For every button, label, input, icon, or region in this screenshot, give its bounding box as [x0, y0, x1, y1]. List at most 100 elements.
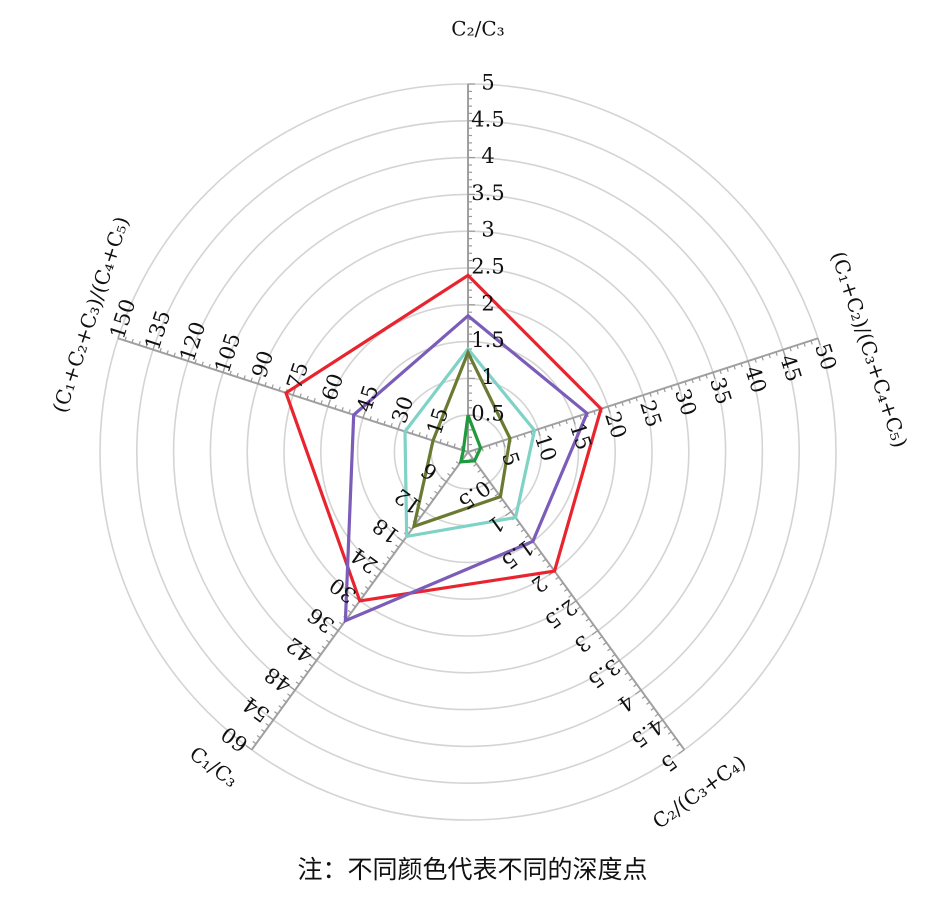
tick-label: 75 [282, 359, 313, 392]
tick-label: 0.5 [471, 402, 504, 426]
axis-tick [313, 398, 316, 403]
axis-tick [271, 384, 274, 389]
axis-tick [117, 331, 121, 339]
tick-label: 50 [810, 340, 841, 373]
axis-tick [677, 383, 681, 391]
tick-label: 18 [368, 513, 404, 548]
axis-tick [250, 377, 253, 382]
tick-label: 90 [247, 348, 278, 381]
axis-tick [278, 705, 283, 709]
axis-tick [555, 576, 560, 580]
tick-label: 45 [775, 352, 806, 385]
series-polygon-3 [403, 346, 537, 539]
axis-tick [317, 651, 322, 655]
axis-tick [440, 477, 447, 483]
axis-tick [719, 369, 722, 375]
axis-tick [383, 420, 386, 425]
axis-tick [369, 416, 372, 421]
axis-tick [446, 441, 449, 446]
axis-tick [499, 499, 503, 503]
axis-tick [803, 342, 806, 347]
axis-tick [477, 469, 482, 473]
tick-label: 2.5 [471, 255, 504, 279]
radar-series [284, 273, 603, 624]
axis-tick [131, 338, 134, 343]
axis-tick [672, 737, 677, 741]
tick-label: 4.5 [471, 107, 504, 131]
axis-tick [726, 367, 729, 372]
axis-tick [635, 397, 638, 402]
axis-tick [537, 429, 541, 437]
axis-tick [817, 338, 821, 346]
axis-tick [558, 422, 561, 427]
axis-tick [256, 735, 261, 739]
axis-tick [152, 342, 156, 350]
axis-tick [166, 350, 169, 355]
axis-title: (C₁+C₂)/(C₃+C₄+C₅) [826, 248, 912, 450]
axis-tick [390, 423, 393, 428]
tick-label: 20 [600, 409, 631, 442]
series-polygon-5 [458, 414, 483, 464]
tick-label: 150 [105, 296, 140, 342]
axis-tick [663, 388, 666, 393]
axis-tick [570, 600, 577, 606]
axis-tick [593, 410, 596, 416]
tick-label: 4 [613, 689, 638, 716]
axis-tick [395, 544, 400, 548]
axis-tick [516, 435, 519, 441]
axis-tick [408, 526, 413, 530]
axis-tick [397, 422, 401, 430]
tick-label: 15 [565, 420, 596, 453]
axis-tick [621, 401, 624, 406]
tick-label: 4 [481, 144, 494, 168]
axis-tick [304, 669, 309, 673]
axis-tick [447, 473, 452, 477]
axis-tick [453, 443, 456, 448]
axis-tick [338, 621, 343, 626]
axis-tick [494, 493, 499, 497]
axis-tick [602, 642, 607, 646]
tick-label: 60 [217, 722, 253, 757]
axis-tick [243, 375, 246, 380]
axis-tick [278, 386, 281, 391]
axis-tick [649, 392, 652, 397]
axis-tick [503, 505, 508, 509]
axis-tick [320, 400, 323, 405]
tick-label: 135 [140, 307, 175, 353]
axis-tick [613, 659, 620, 665]
axis-tick [581, 612, 586, 616]
axis-tick [628, 677, 633, 682]
axis-tick [523, 433, 526, 438]
axis-tick [187, 354, 191, 362]
tick-label: 3 [570, 630, 595, 657]
axis-tick [516, 523, 521, 527]
axis-tick [455, 461, 460, 465]
axis-tick [551, 424, 554, 429]
axis-line [117, 337, 469, 453]
axis-tick [576, 606, 581, 610]
axis-tick [754, 358, 757, 363]
axis-tick [425, 434, 428, 439]
axis-tick [488, 445, 491, 450]
axis-tick [274, 711, 279, 715]
axis-tick [341, 407, 344, 412]
axis-tick [252, 740, 257, 745]
axis-tick [288, 685, 296, 691]
tick-label: 1 [481, 365, 494, 389]
axis-tick [775, 351, 778, 356]
axis-tick [810, 340, 813, 345]
axis-tick [568, 594, 573, 598]
axis-tick [299, 393, 302, 398]
axis-tick [559, 582, 564, 586]
axis-tick [667, 731, 672, 735]
axis-tick [159, 347, 162, 353]
axis-tick [292, 388, 296, 396]
tick-label: 30 [670, 386, 701, 419]
tick-label: 3.5 [471, 181, 504, 205]
axis-tick [351, 604, 356, 608]
chart-note: 注：不同颜色代表不同的深度点 [297, 855, 648, 884]
axis-tick [502, 440, 506, 448]
axis-tick [327, 399, 331, 407]
axis-tick [607, 406, 611, 414]
axis-tick [474, 449, 477, 454]
